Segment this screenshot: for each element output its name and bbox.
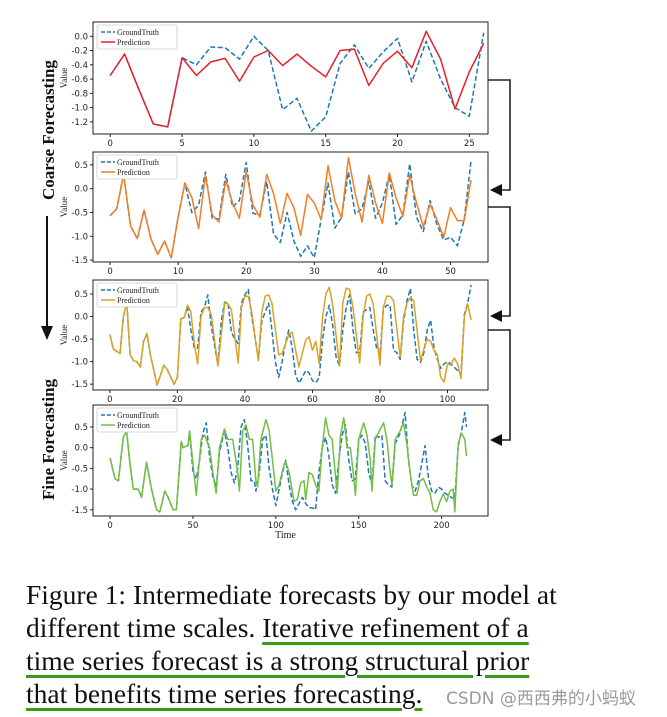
series-line-prediction: [109, 286, 472, 386]
arrowhead-icon: [490, 310, 502, 322]
legend-label: Prediction: [117, 421, 150, 430]
legend-box: [96, 407, 178, 433]
connector-1-2: [488, 79, 511, 191]
legend-label: GroundTruth: [117, 411, 159, 420]
y-axis-label: Value: [59, 68, 69, 89]
y-tick-label: -1.2: [71, 118, 88, 128]
y-tick-label: -1.5: [71, 256, 88, 266]
y-tick-label: -1.0: [71, 358, 88, 368]
connector-3-4: [488, 329, 511, 441]
connector-2-3: [488, 206, 511, 317]
series-line-prediction: [109, 30, 485, 128]
legend-label: GroundTruth: [117, 158, 159, 167]
series-line-prediction: [109, 417, 468, 513]
y-tick-label: -0.8: [71, 89, 88, 99]
y-tick-label: -0.5: [71, 335, 88, 345]
y-axis-label: Value: [59, 450, 69, 471]
x-tick-label: 0: [108, 139, 113, 149]
watermark: CSDN @西西弗的小蚂蚁: [446, 689, 636, 709]
x-tick-label: 15: [320, 139, 331, 149]
figure-panels: 0 5 10 15 20 25 0.0 -0.2 -0.4 -0.6 -0.8 -1.0 -1.2 Val…: [39, 21, 511, 541]
legend-box: [96, 154, 178, 180]
series-line-groundtruth: [109, 284, 472, 386]
x-tick-label: 40: [240, 395, 251, 405]
x-tick-label: 20: [172, 395, 183, 405]
x-tick-label: 80: [375, 395, 386, 405]
y-tick-label: -1.0: [71, 232, 88, 242]
y-tick-label: -0.5: [71, 464, 88, 474]
x-tick-label: 0: [107, 395, 112, 405]
legend-label: Prediction: [117, 38, 150, 47]
y-axis-label: Value: [59, 197, 69, 218]
panel-3: 0 20 40 60 80 100 0.5 0.0 -0.5 -1.0 -1.5 Value Groun…: [59, 279, 489, 405]
x-tick-label: 10: [173, 267, 184, 277]
x-tick-label: 100: [268, 521, 284, 531]
y-tick-label: 0.0: [74, 313, 88, 323]
x-tick-label: 150: [351, 521, 367, 531]
legend-label: Prediction: [117, 296, 150, 305]
connector-arrows: [488, 79, 511, 441]
y-tick-label: -1.5: [71, 380, 88, 390]
y-tick-label: -1.5: [71, 506, 88, 516]
y-tick-label: 0.5: [74, 290, 88, 300]
y-tick-label: -0.2: [71, 47, 88, 57]
series-line-prediction: [109, 156, 472, 259]
y-tick-label: -0.6: [71, 75, 88, 85]
legend-box: [96, 24, 178, 50]
panel-4: 0 50 100 150 200 0.5 0.0 -0.5 -1.0 -1.5 Value Time G…: [59, 404, 489, 541]
x-tick-label: 5: [179, 139, 184, 149]
legend-label: GroundTruth: [117, 28, 159, 37]
x-tick-label: 20: [392, 139, 403, 149]
x-tick-label: 60: [307, 395, 318, 405]
caption-highlight: Iterative refinement of a time series fo…: [26, 612, 530, 709]
legend-label: GroundTruth: [117, 286, 159, 295]
coarse-forecasting-label: Coarse Forecasting: [39, 60, 58, 200]
x-tick-label: 100: [439, 395, 455, 405]
y-tick-label: -0.4: [71, 61, 88, 71]
x-tick-label: 0: [107, 521, 112, 531]
arrowhead-icon: [490, 434, 502, 446]
y-tick-label: -1.0: [71, 485, 88, 495]
x-tick-label: 20: [241, 267, 252, 277]
x-tick-label: 40: [377, 267, 388, 277]
caption-text: Figure 1: Intermediate forecasts by our …: [26, 579, 557, 643]
figure-caption: Figure 1: Intermediate forecasts by our …: [26, 578, 566, 710]
x-axis-label: Time: [275, 530, 296, 541]
x-tick-label: 25: [464, 139, 475, 149]
x-tick-label: 200: [433, 521, 449, 531]
y-axis-label: Value: [59, 325, 69, 346]
panel-2: 0 10 20 30 40 50 0.5 0.0 -0.5 -1.0 -1.5 Value Ground…: [59, 151, 489, 277]
x-tick-label: 30: [309, 267, 320, 277]
y-tick-label: 0.5: [74, 423, 88, 433]
x-tick-label: 50: [445, 267, 456, 277]
x-tick-label: 0: [107, 267, 112, 277]
legend-box: [96, 282, 178, 308]
arrowhead-icon: [490, 184, 502, 196]
fine-forecasting-label: Fine Forecasting: [39, 378, 58, 500]
series-line-groundtruth: [109, 160, 472, 259]
y-tick-label: -0.5: [71, 208, 88, 218]
legend-label: Prediction: [117, 168, 150, 177]
y-tick-label: -1.0: [71, 104, 88, 114]
x-tick-label: 50: [188, 521, 199, 531]
panel-1: 0 5 10 15 20 25 0.0 -0.2 -0.4 -0.6 -0.8 -1.0 -1.2 Val…: [59, 21, 489, 149]
x-tick-label: 10: [248, 139, 259, 149]
y-tick-label: 0.0: [74, 444, 88, 454]
down-arrowhead-icon: [41, 326, 53, 340]
y-tick-label: 0.0: [74, 32, 88, 42]
y-tick-label: 0.0: [74, 185, 88, 195]
y-tick-label: 0.5: [74, 161, 88, 171]
